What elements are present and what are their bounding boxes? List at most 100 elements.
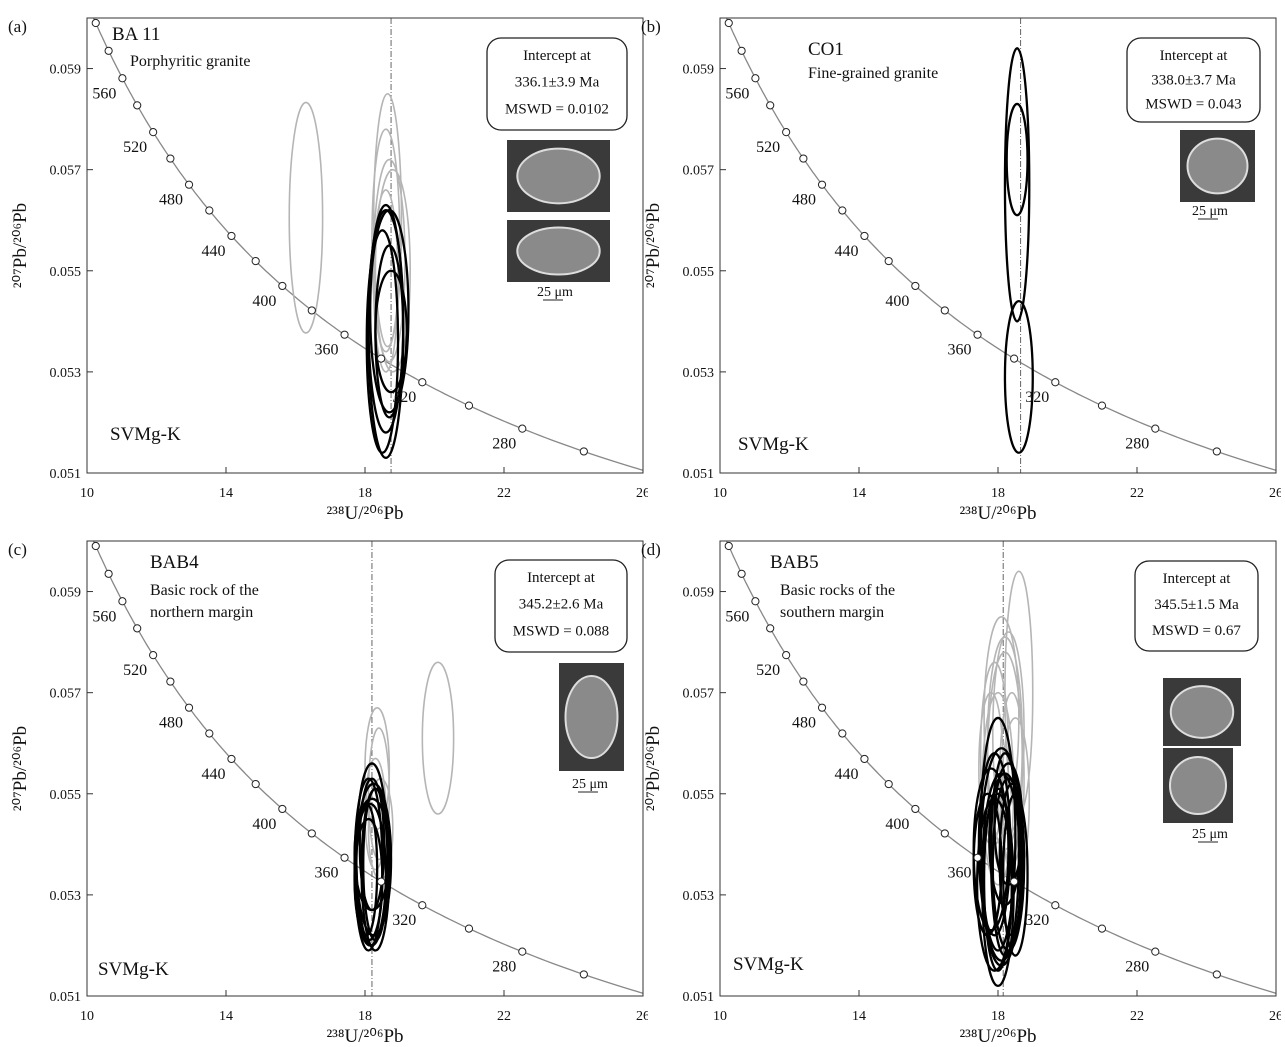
intercept-text: 345.5±1.5 Ma xyxy=(1154,597,1239,613)
intercept-text: Intercept at xyxy=(1163,571,1232,587)
rock-type: Porphyritic granite xyxy=(130,53,250,70)
age-marker xyxy=(579,447,588,456)
intercept-text: MSWD = 0.67 xyxy=(1152,623,1241,639)
age-label: 480 xyxy=(159,715,183,732)
y-tick-label: 0.057 xyxy=(683,687,715,702)
y-tick-label: 0.059 xyxy=(683,63,715,78)
age-marker xyxy=(227,754,236,764)
age-marker xyxy=(166,154,175,163)
age-label: 440 xyxy=(201,243,225,260)
age-label: 560 xyxy=(92,608,116,625)
age-label: 360 xyxy=(948,342,972,359)
x-tick-label: 26 xyxy=(1269,486,1281,501)
age-label: 280 xyxy=(1125,436,1149,453)
y-tick-label: 0.051 xyxy=(683,467,715,482)
y-tick-label: 0.059 xyxy=(683,586,715,601)
plot-area xyxy=(724,541,1276,996)
x-tick-label: 18 xyxy=(991,486,1005,501)
age-marker xyxy=(973,853,982,862)
x-tick-label: 14 xyxy=(852,1009,866,1024)
region-label: SVMg-K xyxy=(738,434,809,455)
plot-area xyxy=(91,18,643,473)
age-marker xyxy=(104,46,113,55)
zircon-grain xyxy=(1169,756,1227,815)
age-marker xyxy=(1010,877,1019,886)
age-marker xyxy=(860,754,869,764)
age-label: 320 xyxy=(392,389,416,406)
error-ellipse xyxy=(1002,792,1029,957)
zircon-grain xyxy=(516,226,601,276)
y-axis-label: ²⁰⁷Pb/²⁰⁶Pb xyxy=(10,726,31,811)
x-tick-label: 10 xyxy=(713,486,727,501)
age-marker xyxy=(377,354,386,363)
y-tick-label: 0.057 xyxy=(683,164,715,179)
age-marker xyxy=(340,853,349,862)
error-ellipse xyxy=(365,229,400,454)
age-marker xyxy=(1212,447,1221,456)
age-marker xyxy=(340,330,349,339)
x-tick-label: 26 xyxy=(636,486,648,501)
age-marker xyxy=(911,281,920,291)
y-axis-label: ²⁰⁷Pb/²⁰⁶Pb xyxy=(643,726,664,811)
intercept-text: Intercept at xyxy=(527,570,596,586)
rock-type: northern margin xyxy=(150,604,253,621)
scale-label: 25 μm xyxy=(572,777,608,792)
age-marker xyxy=(579,970,588,979)
x-tick-label: 26 xyxy=(1269,1009,1281,1024)
age-marker xyxy=(91,18,100,28)
concordia-panel: 560 520 480 440 400 360 320 280 10 14 18 22 26 0.051 0… xyxy=(8,540,648,1046)
y-tick-label: 0.055 xyxy=(50,265,82,280)
x-axis-label: ²³⁸U/²⁰⁶Pb xyxy=(326,1026,403,1046)
age-marker xyxy=(418,901,427,910)
age-label: 520 xyxy=(756,139,780,156)
age-label: 360 xyxy=(948,865,972,882)
scale-label: 25 μm xyxy=(1192,204,1228,219)
age-marker xyxy=(799,677,808,686)
zircon-grain xyxy=(564,674,619,760)
age-marker xyxy=(251,779,260,789)
x-tick-label: 14 xyxy=(219,1009,233,1024)
region-label: SVMg-K xyxy=(110,424,181,445)
age-marker xyxy=(940,306,949,315)
age-marker xyxy=(278,804,287,814)
y-tick-label: 0.053 xyxy=(683,366,715,381)
age-label: 400 xyxy=(885,816,909,833)
plot-area xyxy=(91,541,643,996)
age-marker xyxy=(1097,924,1107,933)
age-marker xyxy=(307,829,316,838)
age-label: 280 xyxy=(1125,959,1149,976)
age-label: 400 xyxy=(252,293,276,310)
x-tick-label: 22 xyxy=(497,1009,511,1024)
y-tick-label: 0.051 xyxy=(50,467,82,482)
age-marker xyxy=(118,74,127,83)
sample-name: BAB5 xyxy=(770,552,819,573)
concordia-panel: 560 520 480 440 400 360 320 280 10 14 18 22 26 0.051 0… xyxy=(641,17,1281,523)
intercept-text: 336.1±3.9 Ma xyxy=(515,75,600,91)
age-marker xyxy=(838,206,847,215)
age-marker xyxy=(278,281,287,291)
age-label: 520 xyxy=(123,662,147,679)
x-axis-label: ²³⁸U/²⁰⁶Pb xyxy=(326,503,403,523)
age-marker xyxy=(817,180,827,189)
y-tick-label: 0.059 xyxy=(50,586,82,601)
age-label: 520 xyxy=(123,139,147,156)
error-ellipse xyxy=(372,189,399,373)
zircon-grain xyxy=(516,147,601,205)
error-ellipse xyxy=(374,269,408,394)
rock-type: Basic rock of the xyxy=(150,582,259,599)
y-tick-label: 0.055 xyxy=(683,265,715,280)
y-axis-label: ²⁰⁷Pb/²⁰⁶Pb xyxy=(643,203,664,288)
age-marker xyxy=(1151,424,1160,433)
age-label: 520 xyxy=(756,662,780,679)
age-marker xyxy=(166,677,175,686)
age-label: 280 xyxy=(492,959,516,976)
error-ellipse xyxy=(1005,102,1029,217)
x-tick-label: 18 xyxy=(358,486,372,501)
x-tick-label: 18 xyxy=(358,1009,372,1024)
age-marker xyxy=(149,651,158,660)
scale-label: 25 μm xyxy=(1192,827,1228,842)
age-marker xyxy=(205,206,214,215)
age-marker xyxy=(251,256,260,266)
age-marker xyxy=(884,256,893,266)
